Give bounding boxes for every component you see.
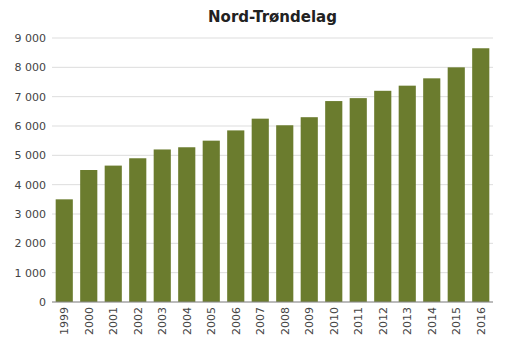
y-tick-label: 1 000 [15,267,47,280]
y-tick-label: 8 000 [15,61,47,74]
x-tick-label: 2006 [230,307,243,335]
x-tick-label: 2010 [328,307,341,335]
x-tick-label: 2015 [450,307,463,335]
x-tick-label: 2012 [377,307,390,335]
x-tick-label: 2003 [156,307,169,335]
x-tick-label: 2016 [475,307,488,335]
y-tick-label: 3 000 [15,208,47,221]
bar [301,117,318,302]
bar [178,147,195,302]
y-tick-label: 2 000 [15,237,47,250]
grid [52,38,493,302]
title: Nord-Trøndelag [208,8,337,26]
y-tick-label: 5 000 [15,149,47,162]
y-tick-label: 9 000 [15,32,47,45]
bar [80,170,97,302]
x-tick-label: 1999 [58,307,71,335]
bar [448,67,465,302]
bars [56,48,490,302]
bar [423,78,440,302]
x-tick-label: 2008 [279,307,292,335]
bar [276,125,293,302]
x-tick-label: 2009 [303,307,316,335]
y-axis: 0 1 000 2 000 3 000 4 000 5 000 6 000 7 000 8 00… [15,32,47,309]
x-tick-label: 2000 [83,307,96,335]
y-tick-label: 0 [39,296,46,309]
grid-line [52,67,493,68]
x-axis-line [52,302,493,303]
bar [472,48,489,302]
bar [154,149,171,302]
x-tick-label: 2007 [254,307,267,335]
bar [350,98,367,302]
chart: Nord-Trøndelag 0 1 000 2 000 3 000 4 000 5 000… [0,0,505,352]
x-tick-label: 2002 [132,307,145,335]
bar [105,166,122,302]
grid-line [52,38,493,39]
y-tick-label: 6 000 [15,120,47,133]
x-tick-label: 2013 [401,307,414,335]
bar [129,158,146,302]
x-tick-label: 2014 [426,307,439,335]
bar [56,199,73,302]
x-tick-label: 2004 [181,307,194,335]
bar [399,86,416,302]
grid-line [52,302,493,303]
y-tick-label: 4 000 [15,179,47,192]
chart-container: Nord-Trøndelag 0 1 000 2 000 3 000 4 000 5 000… [0,0,505,352]
x-tick-label: 2011 [352,307,365,335]
bar [252,119,269,302]
x-axis: 1999 2000 2001 2002 2003 2004 2005 2006 2007 2008… [58,307,488,335]
x-tick-label: 2005 [205,307,218,335]
bar [227,130,244,302]
x-tick-label: 2001 [107,307,120,335]
bar [374,91,391,302]
y-tick-label: 7 000 [15,91,47,104]
bar [325,101,342,302]
bar [203,141,220,302]
